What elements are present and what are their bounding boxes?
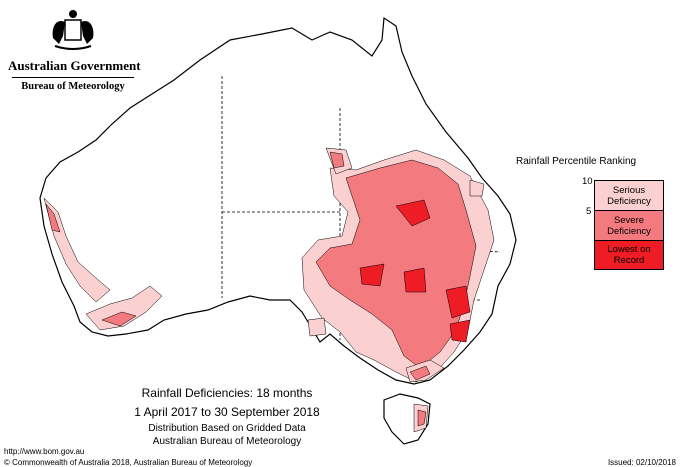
map-period: 1 April 2017 to 30 September 2018	[134, 405, 320, 419]
serious-deficiency-area	[469, 179, 485, 197]
legend-tick-10: 10	[582, 176, 593, 187]
serious-deficiency-area	[43, 197, 111, 303]
lowest-record-area	[403, 267, 427, 293]
severe-deficiency-area	[409, 365, 431, 381]
coat-of-arms-icon	[52, 10, 94, 50]
logo-divider	[12, 77, 134, 78]
government-logo: Australian Government Bureau of Meteorol…	[8, 8, 141, 98]
legend-tick-5: 5	[586, 206, 592, 217]
footer-copyright: © Commonwealth of Australia 2018, Austra…	[4, 458, 253, 467]
map-title: Rainfall Deficiencies: 18 months	[141, 386, 313, 400]
severe-deficiency-area	[101, 311, 137, 327]
severe-deficiency-area	[45, 203, 61, 233]
footer-issued: Issued: 02/10/2018	[607, 458, 676, 467]
deficiency-regions	[43, 147, 495, 433]
lowest-record-area	[395, 199, 431, 227]
map-agency: Australian Bureau of Meteorology	[152, 436, 302, 447]
map-basis: Distribution Based on Gridded Data	[148, 423, 306, 434]
legend: Serious Deficiency Severe Deficiency Low…	[594, 180, 664, 270]
legend-severe-deficiency: Severe Deficiency	[594, 210, 664, 240]
lowest-record-area	[445, 285, 471, 319]
serious-deficiency-area	[307, 317, 327, 337]
footer-url[interactable]: http://www.bom.gov.au	[4, 447, 85, 456]
legend-title: Rainfall Percentile Ranking	[516, 156, 637, 167]
severe-deficiency-area	[417, 409, 427, 427]
bureau-title: Bureau of Meteorology	[21, 81, 125, 92]
legend-lowest-on-record: Lowest on Record	[594, 240, 664, 270]
lowest-record-area	[449, 319, 471, 343]
government-title: Australian Government	[8, 58, 141, 73]
severe-deficiency-area	[329, 151, 345, 169]
lowest-record-area	[359, 263, 385, 287]
legend-serious-deficiency: Serious Deficiency	[594, 180, 664, 210]
